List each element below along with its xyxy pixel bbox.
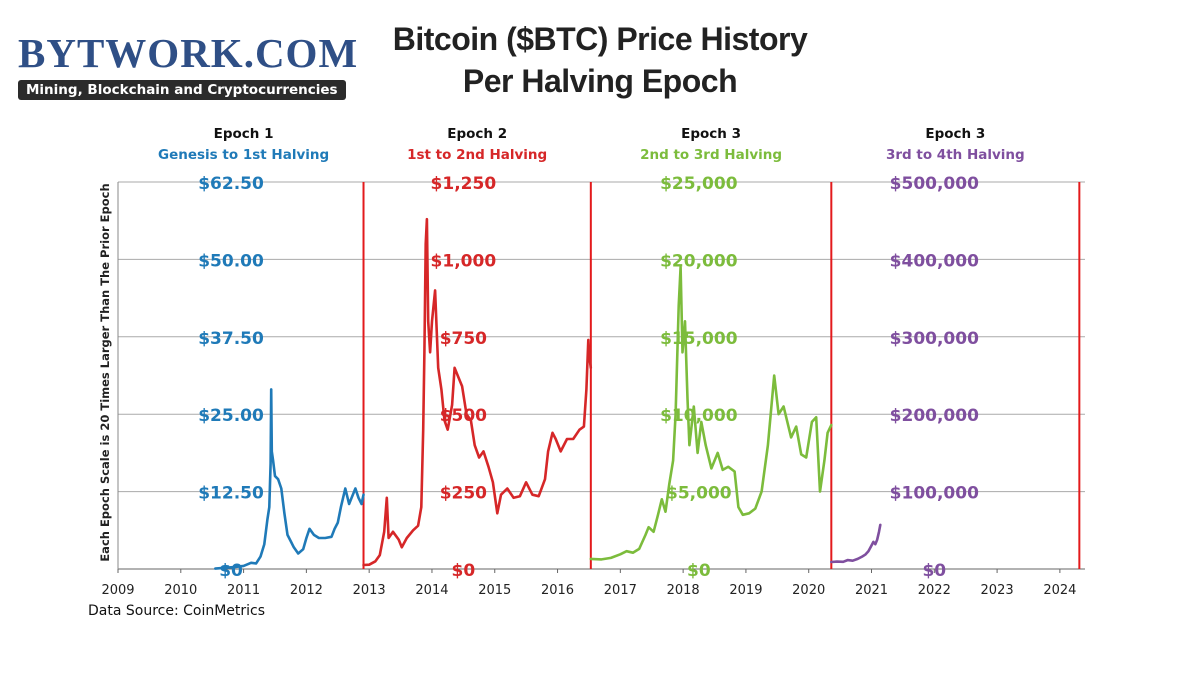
price-series-line [829,523,882,564]
epoch-scale-label: $0 [219,561,243,581]
x-tick-label: 2018 [667,583,700,598]
x-tick-label: 2023 [981,583,1014,598]
y-axis-label: Each Epoch Scale is 20 Times Larger Than… [98,183,112,561]
x-tick-label: 2019 [729,583,762,598]
price-series-line [589,265,833,561]
epoch-scale-label: $15,000 [660,329,738,349]
price-series-line [214,388,365,570]
x-tick-label: 2014 [415,583,448,598]
data-source: Data Source: CoinMetrics [88,603,266,619]
brand-tagline: Mining, Blockchain and Cryptocurrencies [18,80,346,100]
chart-title: Bitcoin ($BTC) Price History Per Halving… [370,18,830,102]
x-tick-label: 2020 [792,583,825,598]
epoch-scale-label: $10,000 [660,406,738,426]
epoch-scale-label: $0 [452,561,476,581]
epoch-subtitle: 2nd to 3rd Halving [640,147,782,163]
x-tick-label: 2009 [101,583,134,598]
epoch-scale-label: $100,000 [890,484,979,504]
x-tick-label: 2013 [353,583,386,598]
epoch-scale-label: $25.00 [198,406,264,426]
epoch-title: Epoch 3 [681,126,741,142]
epoch-scale-label: $250 [440,484,487,504]
epoch-scale-label: $500,000 [890,174,979,194]
epoch-scale-label: $1,250 [431,174,497,194]
x-tick-label: 2011 [227,583,260,598]
epoch-scale-label: $62.50 [198,174,264,194]
x-tick-label: 2012 [290,583,323,598]
epoch-scale-label: $0 [687,561,711,581]
epoch-scale-label: $37.50 [198,329,264,349]
epoch-scale-label: $25,000 [660,174,738,194]
epoch-scale-label: $200,000 [890,406,979,426]
epoch-scale-label: $750 [440,329,487,349]
epoch-scale-label: $5,000 [666,484,732,504]
epoch-scale-label: $0 [922,561,946,581]
epoch-subtitle: 3rd to 4th Halving [886,147,1025,163]
x-tick-label: 2022 [918,583,951,598]
x-tick-label: 2024 [1043,583,1076,598]
epoch-scale-label: $12.50 [198,484,264,504]
epoch-scale-label: $400,000 [890,251,979,271]
x-tick-label: 2016 [541,583,574,598]
price-series-line [362,217,593,567]
chart-title-line-2: Per Halving Epoch [462,63,738,99]
x-tick-label: 2021 [855,583,888,598]
epoch-scale-label: $20,000 [660,251,738,271]
x-tick-label: 2015 [478,583,511,598]
x-tick-label: 2010 [164,583,197,598]
epoch-subtitle: Genesis to 1st Halving [158,147,329,163]
epoch-title: Epoch 3 [925,126,985,142]
chart-title-line-1: Bitcoin ($BTC) Price History [392,21,808,57]
epoch-scale-label: $50.00 [198,251,264,271]
brand-name: BYTWORK.COM [18,30,359,76]
epoch-title: Epoch 2 [447,126,507,142]
brand-logo: BYTWORK.COM Mining, Blockchain and Crypt… [18,30,359,100]
epoch-title: Epoch 1 [214,126,274,142]
epoch-scale-label: $300,000 [890,329,979,349]
epoch-scale-label: $1,000 [431,251,497,271]
epoch-subtitle: 1st to 2nd Halving [407,147,547,163]
x-tick-label: 2017 [604,583,637,598]
